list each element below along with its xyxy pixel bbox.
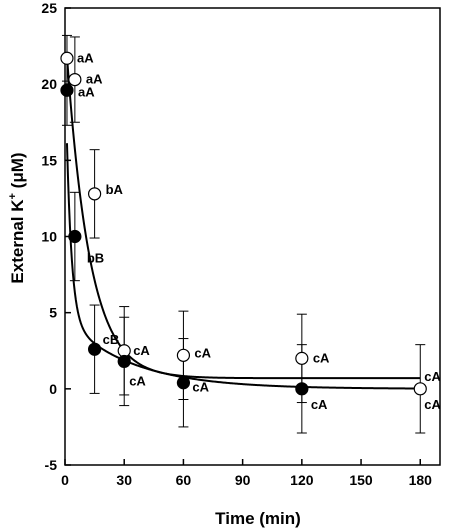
data-point-filled — [176, 376, 191, 390]
fit-curves — [65, 56, 421, 390]
x-tick-label: 180 — [409, 472, 433, 488]
point-label: cB — [103, 332, 120, 347]
data-point-open — [68, 72, 82, 87]
data-point-filled — [117, 354, 131, 369]
y-tick-label: 5 — [49, 305, 57, 321]
point-label: cA — [424, 369, 441, 384]
error-bars — [61, 34, 426, 434]
point-label: cA — [311, 397, 328, 412]
point-label: aA — [86, 72, 103, 87]
point-label: bA — [106, 182, 124, 197]
plot-frame — [64, 7, 441, 466]
point-label: cA — [194, 345, 211, 360]
y-axis-label-superscript: + — [7, 193, 19, 199]
point-label: cA — [133, 343, 150, 358]
x-tick-label: 90 — [235, 472, 251, 488]
y-axis-label-unit: (μM) — [8, 152, 27, 193]
axes — [64, 7, 441, 466]
y-tick-label: 0 — [49, 381, 57, 397]
data-point-open — [176, 348, 191, 362]
point-label: bB — [87, 251, 104, 266]
data-point-filled — [60, 83, 74, 97]
data-point-open — [413, 382, 427, 396]
x-tick-label: 0 — [61, 472, 69, 488]
point-label: aA — [78, 84, 95, 99]
y-tick-label: 25 — [41, 0, 57, 16]
x-tick-label: 30 — [116, 472, 132, 488]
data-point-filled — [295, 382, 309, 396]
point-label: cA — [192, 380, 209, 395]
x-axis-label: Time (min) — [215, 509, 301, 528]
y-axis-label-main: External K — [8, 199, 27, 284]
y-tick-label: 20 — [41, 76, 57, 92]
point-label: cA — [129, 373, 146, 388]
data-points — [60, 51, 427, 396]
data-point-filled — [88, 342, 102, 356]
x-tick-label: 120 — [290, 472, 314, 488]
data-point-open — [88, 187, 102, 201]
y-tick-label: -5 — [45, 457, 58, 473]
point-label: aA — [77, 50, 94, 65]
data-point-open — [60, 51, 74, 65]
data-point-open — [295, 351, 309, 365]
y-tick-label: 15 — [41, 152, 57, 168]
point-label: cA — [424, 397, 441, 412]
y-tick-label: 10 — [41, 229, 57, 245]
point-label: cA — [313, 350, 330, 365]
x-tick-label: 60 — [176, 472, 192, 488]
data-point-filled — [68, 229, 82, 244]
x-tick-label: 150 — [349, 472, 373, 488]
y-axis-label: External K+ (μM) — [7, 152, 27, 283]
fit-curve-1 — [65, 56, 421, 380]
